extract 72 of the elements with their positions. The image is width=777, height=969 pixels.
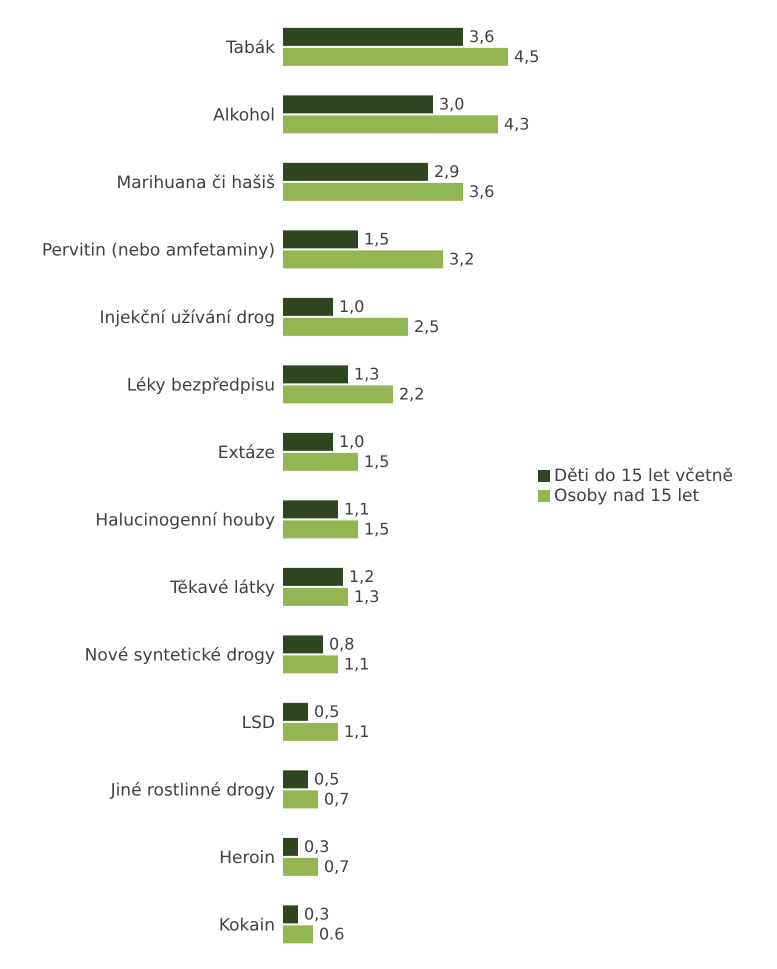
data-label: 0,5 [314,769,340,788]
data-label: 0.6 [319,924,344,944]
bar [283,568,343,586]
y-tick-label: Léky bezpředpisu [126,375,275,396]
data-label: 3,2 [449,249,474,268]
data-label: 1,0 [339,432,364,451]
bar [283,95,433,114]
bar [283,162,428,181]
data-label: 1,0 [339,296,364,316]
bar [283,250,443,268]
bar [283,28,463,46]
bar [283,115,498,134]
bar [283,770,308,788]
data-label: 1,2 [349,566,374,586]
bar [283,432,333,451]
y-tick-label: Injekční užívání drog [100,308,275,328]
bar [283,48,508,66]
data-label: 0,5 [314,702,340,721]
legend-label: Děti do 15 let včetně [554,466,733,486]
y-tick-label: Marihuana či hašiš [116,172,276,193]
data-label: 0,8 [329,634,354,654]
bar [283,925,313,944]
data-label: 1,5 [364,229,390,248]
data-label: 0,7 [324,856,350,876]
bar [283,298,333,316]
data-label: 1,1 [344,722,370,741]
y-tick-label: Alkohol [213,105,275,126]
data-label: 0,7 [324,789,350,808]
bar [283,182,463,201]
bar [283,452,358,471]
data-label: 1,5 [364,519,390,538]
data-label: 3,0 [439,94,464,114]
y-tick-label: Heroin [219,848,275,868]
y-tick-label: Těkavé látky [169,578,275,598]
data-label: 2,5 [414,316,440,336]
data-label: 1,5 [364,452,390,471]
y-tick-label: Kokain [218,915,275,936]
bar [283,790,318,808]
bar [283,318,408,336]
bar [283,655,338,674]
y-tick-label: Halucinogenní houby [95,510,275,530]
y-tick-label: LSD [242,712,275,733]
data-label: 3,6 [469,182,494,201]
data-label: 1,1 [344,499,370,518]
y-tick-label: Tabák [224,38,276,58]
bar [283,635,323,654]
bar [283,858,318,876]
bar [283,838,298,856]
y-tick-label: Jiné rostlinné drogy [110,780,275,800]
data-label: 0,3 [304,836,330,856]
bar [283,722,338,741]
data-label: 1,3 [354,586,380,606]
legend-label: Osoby nad 15 let [554,486,700,506]
y-tick-label: Extáze [218,442,275,463]
data-label: 1,3 [354,364,380,384]
data-label: 3,6 [469,26,494,46]
y-tick-label: Pervitin (nebo amfetaminy) [42,240,275,260]
bar [283,230,358,248]
bar [283,385,393,404]
data-label: 4,5 [514,46,540,66]
bar [283,365,348,384]
bar [283,500,338,518]
data-label: 4,3 [504,114,530,134]
data-label: 2,2 [399,384,424,404]
bar [283,520,358,538]
data-label: 0,3 [304,904,330,924]
bar [283,702,308,721]
data-label: 1,1 [344,654,370,674]
data-label: 2,9 [434,162,460,181]
bar [283,588,348,606]
bar [283,905,298,924]
y-tick-label: Nové syntetické drogy [84,645,275,666]
